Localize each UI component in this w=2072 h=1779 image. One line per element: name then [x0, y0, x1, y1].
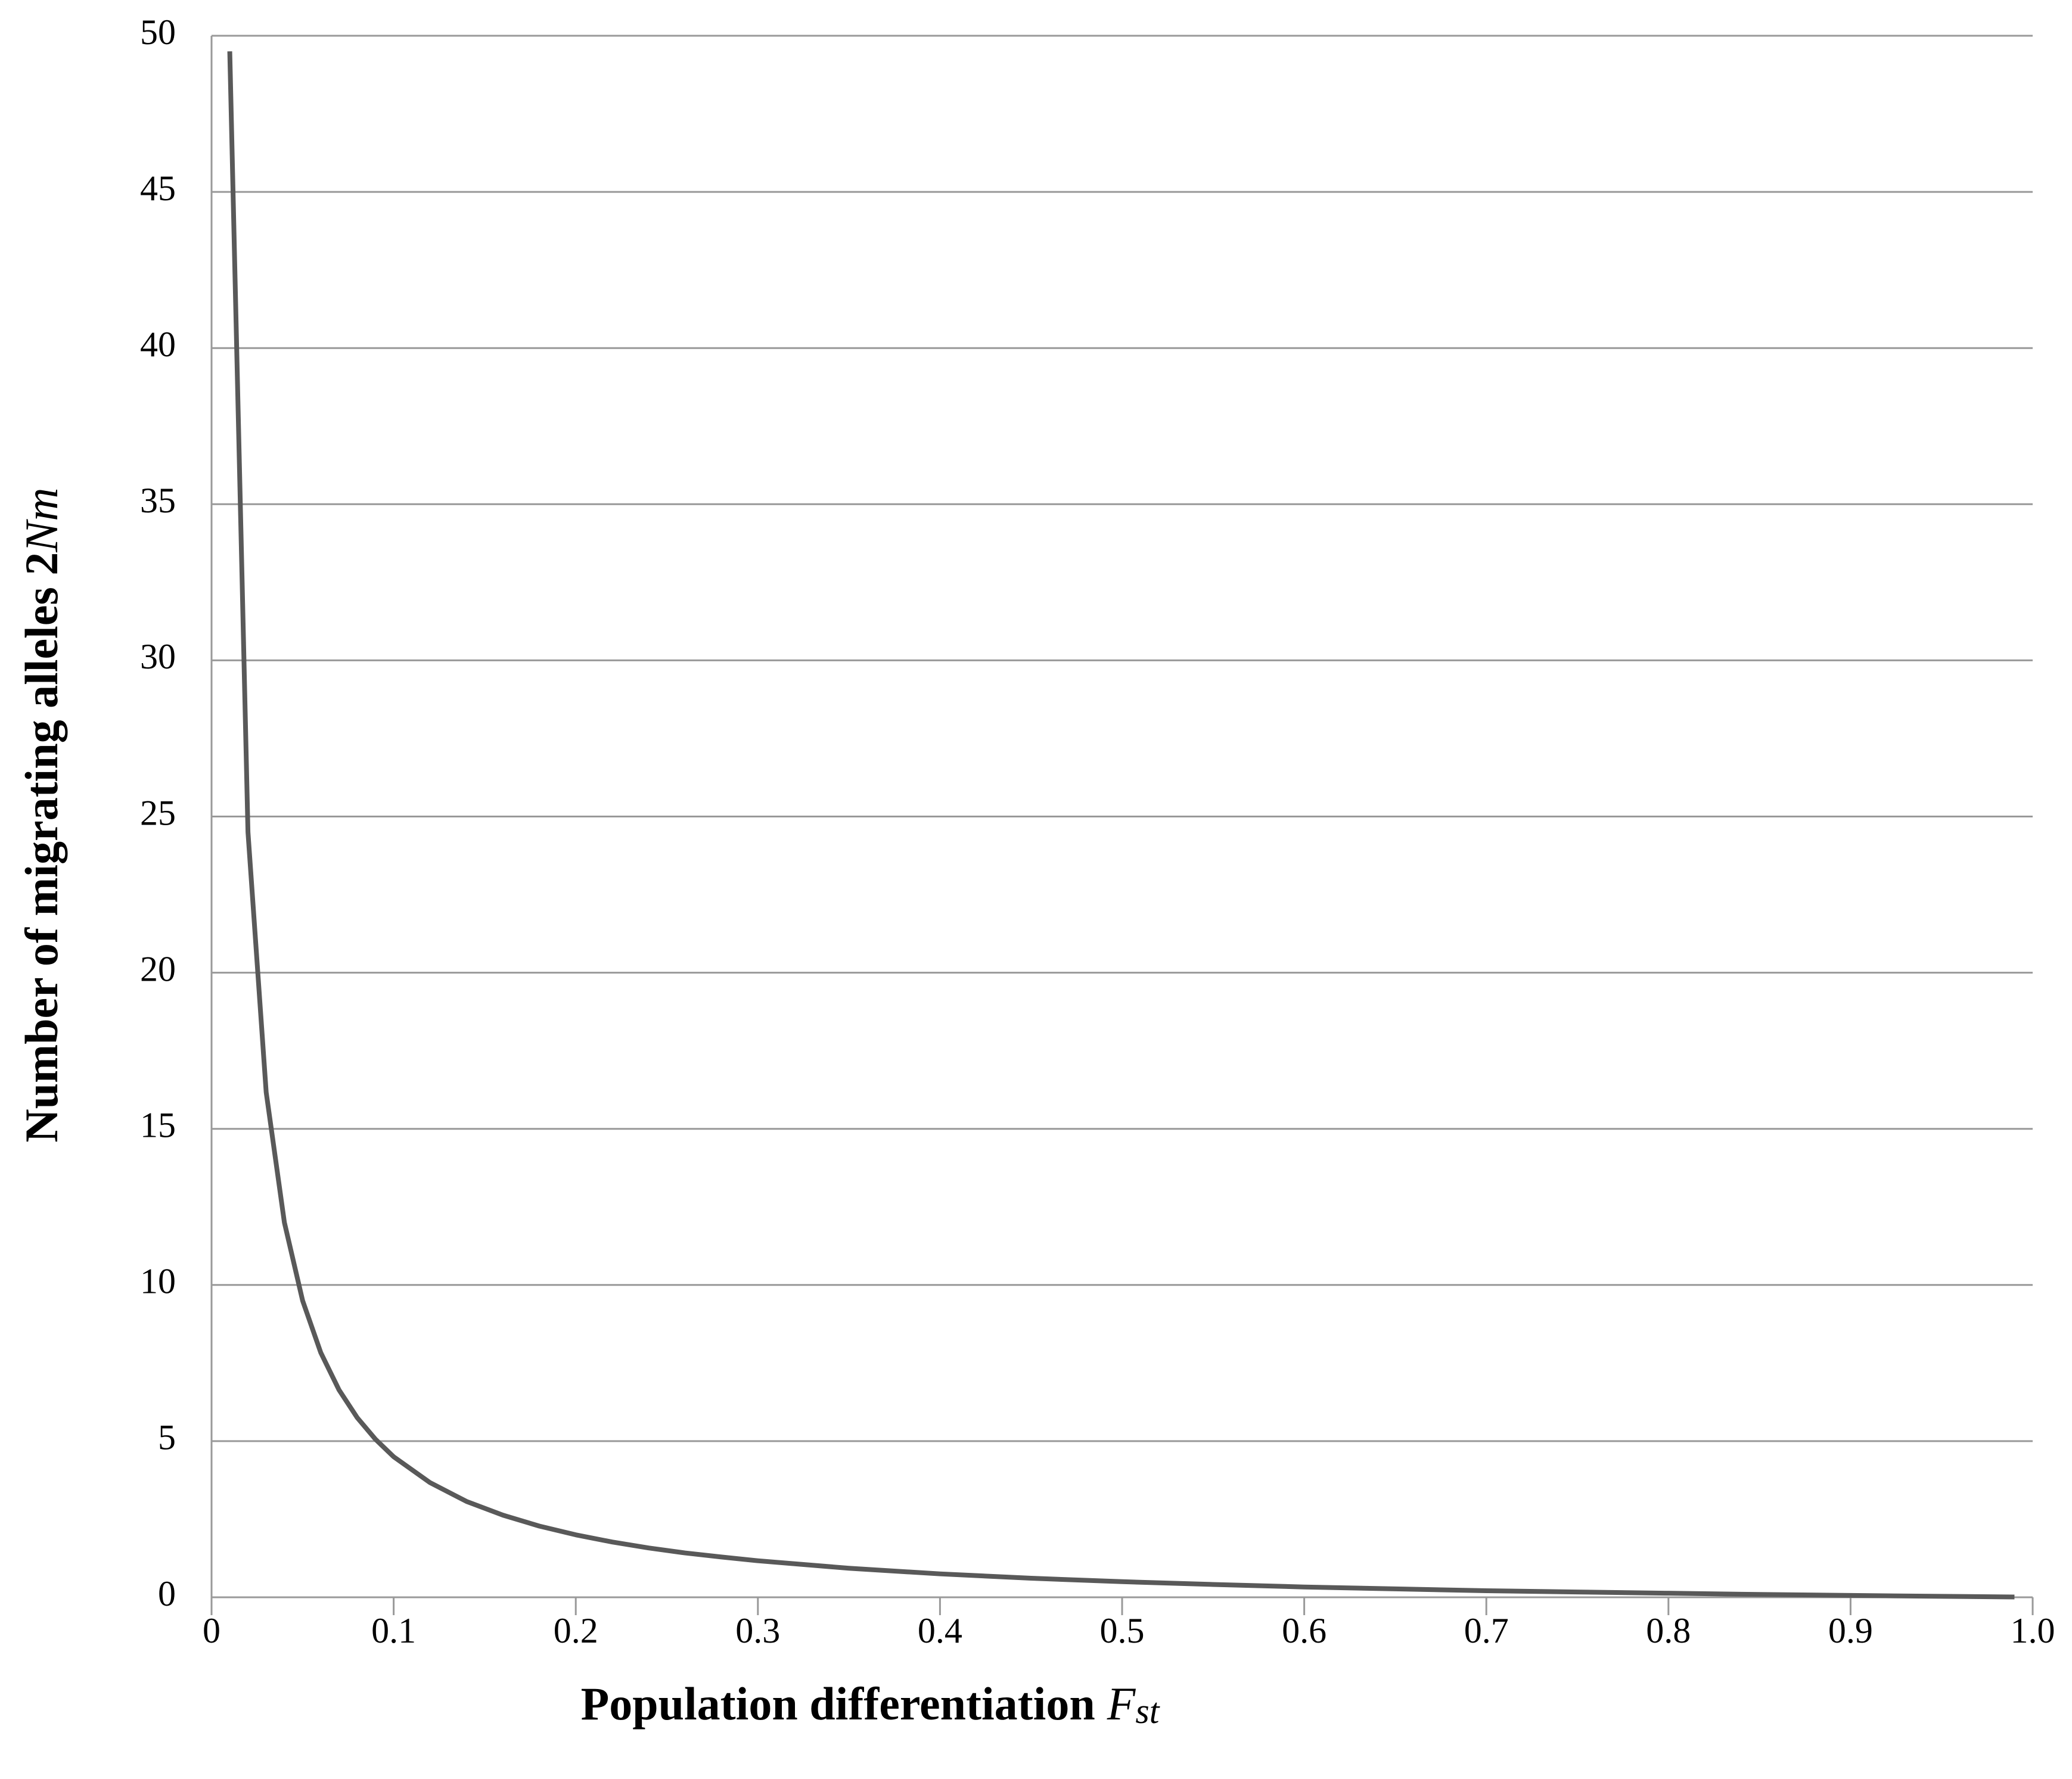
x-tick-label: 1.0: [2011, 1611, 2055, 1650]
y-tick-label: 15: [140, 1105, 176, 1144]
x-tick-label: 0.4: [918, 1611, 962, 1650]
y-tick-label: 30: [140, 637, 176, 676]
x-tick-label: 0.2: [554, 1611, 598, 1650]
x-tick-label: 0.9: [1828, 1611, 1873, 1650]
x-tick-label: 0.7: [1464, 1611, 1509, 1650]
y-tick-label: 40: [140, 325, 176, 364]
y-axis-title: Number of migrating alleles 2Nm: [15, 487, 67, 1142]
y-tick-label: 20: [140, 949, 176, 988]
x-title-text: Population differentiation: [581, 1678, 1095, 1730]
data-line: [227, 51, 2015, 1600]
x-title-subscript: st: [1135, 1691, 1160, 1731]
x-tick-label: 0.3: [735, 1611, 780, 1650]
y-tick-label: 45: [140, 169, 176, 208]
x-tick-label: 0.8: [1646, 1611, 1691, 1650]
x-title-symbol: F: [1107, 1678, 1136, 1730]
y-tick-label: 35: [140, 481, 176, 520]
y-tick-label: 10: [140, 1262, 176, 1301]
x-tick-label: 0.1: [371, 1611, 416, 1650]
x-tick-label: 0: [203, 1611, 220, 1650]
y-tick-label: 50: [140, 13, 176, 52]
x-tick-label: 0.5: [1100, 1611, 1145, 1650]
y-tick-label: 5: [158, 1418, 176, 1457]
x-axis-title: Population differentiation Fst: [581, 1678, 1160, 1731]
y-tick-label: 25: [140, 793, 176, 832]
y-tick-label: 0: [158, 1574, 176, 1613]
y-title-text: Number of migrating alleles 2: [15, 552, 67, 1143]
x-tick-label: 0.6: [1282, 1611, 1327, 1650]
y-title-symbol: Nm: [15, 487, 67, 552]
